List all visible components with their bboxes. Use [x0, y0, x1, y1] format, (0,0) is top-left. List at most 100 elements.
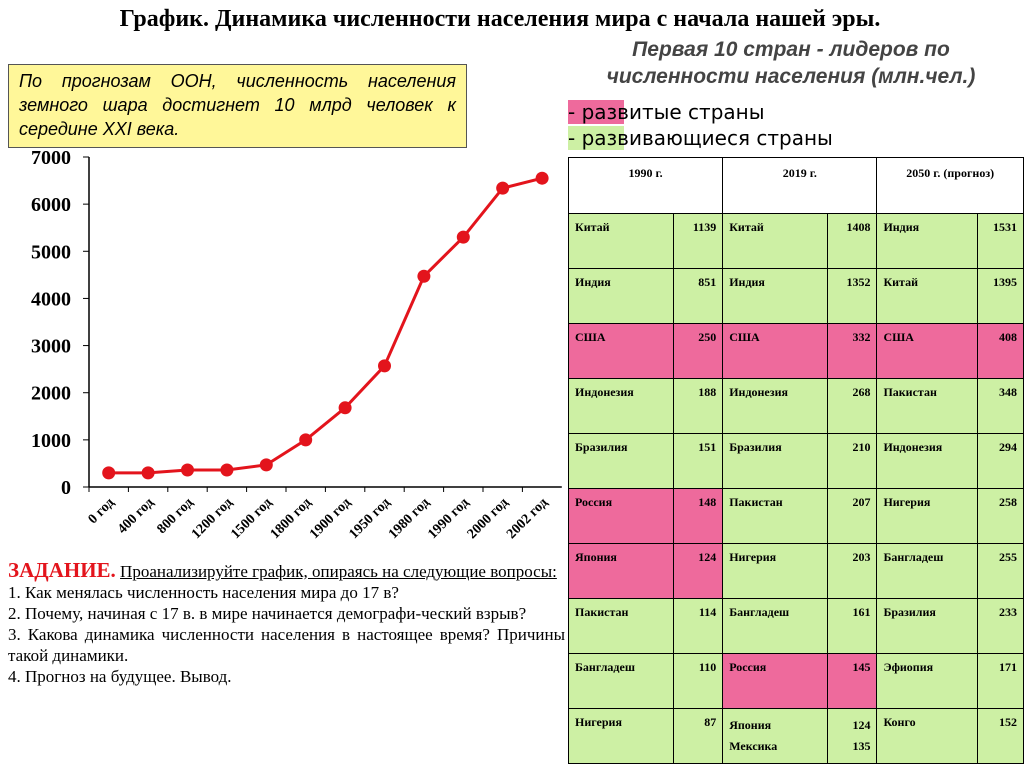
country: Россия: [729, 660, 767, 674]
country: США: [575, 330, 606, 344]
population: 1531: [993, 220, 1017, 234]
country: Бразилия: [575, 440, 628, 454]
value-cell: 255: [977, 543, 1024, 599]
point: [299, 433, 313, 447]
value-cell: 124: [672, 543, 724, 599]
table-row: Индия 851 Индия 1352 Китай 1395: [568, 268, 1024, 324]
legend-swatch: [568, 100, 624, 124]
population: 114: [698, 605, 717, 619]
x-tick-label: 2002 год: [504, 495, 551, 542]
header-cell: 2019 г.: [722, 157, 878, 214]
country-cell: Бразилия: [568, 433, 674, 489]
country-cell: Индонезия: [568, 378, 674, 434]
value-cell: 151: [672, 433, 724, 489]
country-cell: Нигерия: [722, 543, 828, 599]
population: 87: [704, 715, 717, 729]
x-tick-label: 1900 год: [307, 495, 354, 542]
value-cell: 348: [977, 378, 1024, 434]
country: Япония: [575, 550, 617, 564]
country-cell: США: [722, 323, 828, 379]
value-cell: 1408: [826, 213, 878, 269]
population: 250: [698, 330, 717, 344]
country: Бангладеш: [883, 550, 944, 564]
population: 188: [698, 385, 717, 399]
country: Индонезия: [729, 385, 788, 399]
x-tick-label: 1990 год: [425, 495, 472, 542]
point: [417, 269, 431, 283]
country: США: [729, 330, 760, 344]
country: Эфиопия: [883, 660, 934, 674]
country-cell: Конго: [876, 708, 979, 764]
country-cell: Пакистан: [568, 598, 674, 654]
country-cell: Индия: [722, 268, 828, 324]
x-tick-label: 1500 год: [228, 495, 275, 542]
country: Китай: [883, 275, 919, 289]
country-cell: Индонезия: [722, 378, 828, 434]
country-cell: США: [568, 323, 674, 379]
title: График. Динамика численности населения м…: [119, 6, 881, 32]
country-cell: Япония: [568, 543, 674, 599]
population: 124: [852, 718, 871, 732]
legend-swatch: [568, 126, 624, 150]
y-tick-label: 1000: [31, 430, 71, 452]
point: [535, 171, 549, 185]
table-row: Япония 124 Нигерия 203 Бангладеш 255: [568, 543, 1024, 599]
value-cell: 152: [977, 708, 1024, 764]
population: 258: [999, 495, 1017, 509]
value-cell: 1139: [672, 213, 724, 269]
legend-item: - развитые страны: [568, 100, 1018, 124]
country-cell: Бразилия: [876, 598, 979, 654]
country-cell: Япония Мексика: [722, 708, 828, 764]
country-cell: Китай: [568, 213, 674, 269]
point: [338, 401, 352, 415]
y-tick-label: 6000: [31, 194, 71, 216]
country-cell: США: [876, 323, 979, 379]
country-cell: Пакистан: [876, 378, 979, 434]
line: [108, 176, 543, 475]
population: 207: [852, 495, 871, 509]
population: 294: [999, 440, 1017, 454]
country: Индия: [883, 220, 920, 234]
table: 1990 г. 2019 г. 2050 г. (прогноз) Китай 1139…: [567, 157, 1024, 764]
population: 148: [698, 495, 717, 509]
table-row: Пакистан 114 Бангладеш 161 Бразилия 233: [568, 598, 1024, 654]
value-cell: 258: [977, 488, 1024, 544]
population: 151: [698, 440, 717, 454]
legend-label: - развивающиеся страны: [568, 126, 833, 150]
legend-label: - развитые страны: [568, 100, 765, 124]
country-cell: Россия: [722, 653, 828, 709]
country: Нигерия: [883, 495, 931, 509]
x-tick-label: 400 год: [115, 495, 157, 537]
point: [259, 458, 273, 472]
population: 332: [852, 330, 871, 344]
country: Бангладеш: [575, 660, 635, 674]
table-row: Бангладеш 110 Россия 145 Эфиопия 171: [568, 653, 1024, 709]
country: Индия: [729, 275, 765, 289]
y-tick-label: 2000: [31, 383, 71, 405]
header-cell: 1990 г.: [567, 157, 724, 214]
point: [181, 463, 194, 477]
country-cell: Индия: [876, 213, 979, 269]
question: 2. Почему, начиная с 17 в. в мире начина…: [8, 604, 527, 623]
value-cell: 233: [977, 598, 1024, 654]
population: 1139: [692, 220, 717, 234]
country: Мексика: [729, 739, 778, 753]
point: [378, 359, 391, 373]
x-tick-label: 1200 год: [189, 495, 236, 542]
value-cell: 294: [977, 433, 1024, 489]
point: [496, 181, 510, 195]
population: 268: [852, 385, 871, 399]
country: Россия: [575, 495, 613, 509]
table-row: США 250 США 332 США 408: [568, 323, 1024, 379]
value-cell: 1352: [826, 268, 878, 324]
population: 124: [698, 550, 717, 564]
table-row: Индонезия 188 Индонезия 268 Пакистан 348: [568, 378, 1024, 434]
value-cell: 250: [672, 323, 724, 379]
country: Индонезия: [575, 385, 634, 399]
task-intro: Проанализируйте график, опираясь на след…: [120, 562, 557, 581]
x-tick-label: 1800 год: [268, 495, 315, 542]
task: ЗАДАНИЕ. Проанализируйте график, опираяс…: [8, 560, 565, 687]
population: 1395: [993, 275, 1017, 289]
